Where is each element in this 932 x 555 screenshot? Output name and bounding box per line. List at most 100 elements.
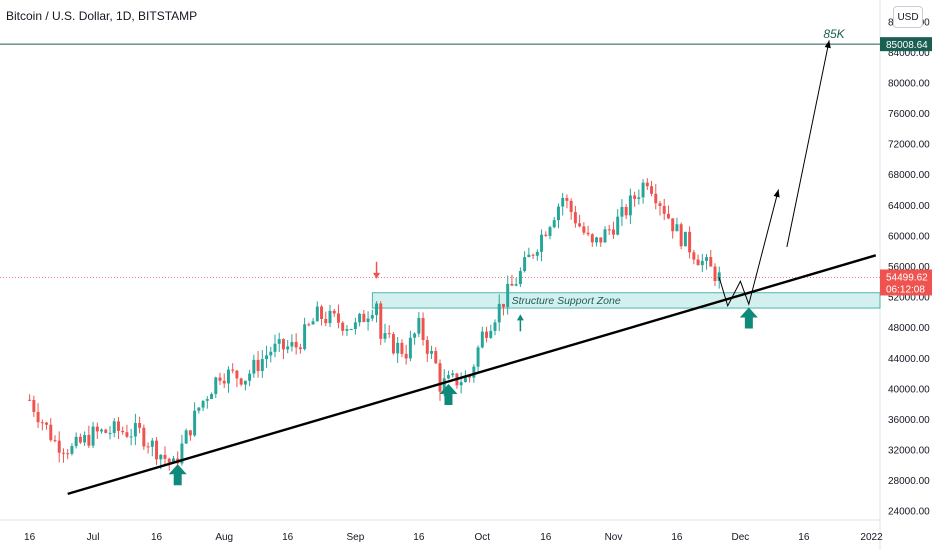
- candle-body: [578, 223, 582, 227]
- candle-body: [654, 193, 658, 204]
- x-tick-label: 16: [151, 532, 163, 543]
- candle-body: [57, 440, 61, 453]
- candle-body: [231, 369, 235, 371]
- candle-body: [142, 427, 146, 447]
- candle-body: [138, 423, 142, 428]
- candle-body: [485, 331, 489, 338]
- candle-body: [66, 453, 70, 455]
- x-tick-label: 16: [413, 532, 425, 543]
- candle-body: [595, 237, 599, 243]
- candle-body: [112, 421, 116, 433]
- candle-body: [463, 375, 467, 383]
- x-tick-label: Aug: [215, 532, 233, 543]
- candle-body: [345, 329, 349, 331]
- target-text: 85K: [823, 27, 845, 41]
- candle-body: [628, 195, 632, 216]
- candle-body: [315, 306, 319, 322]
- candle-body: [370, 315, 374, 319]
- candle-body: [679, 224, 683, 247]
- x-tick-label: Jul: [87, 532, 100, 543]
- candle-body: [611, 229, 615, 235]
- y-tick-label: 64000.00: [888, 201, 930, 212]
- candle-body: [358, 313, 362, 323]
- last-price-bg: [880, 269, 932, 296]
- candle-body: [332, 310, 336, 314]
- small-down-arrowhead: [373, 272, 381, 279]
- candle-body: [413, 333, 417, 338]
- candle-body: [531, 254, 535, 256]
- y-tick-label: 36000.00: [888, 415, 930, 426]
- x-tick-label: Oct: [475, 532, 491, 543]
- candle-body: [235, 370, 239, 379]
- candle-body: [404, 353, 408, 359]
- candle-body: [535, 251, 539, 256]
- candle-body: [78, 436, 82, 443]
- y-tick-label: 84000.00: [888, 48, 930, 59]
- candle-body: [705, 257, 709, 261]
- candle-body: [489, 330, 493, 338]
- candle-body: [658, 203, 662, 207]
- currency-button[interactable]: USD: [893, 6, 923, 28]
- candle-body: [294, 341, 298, 348]
- candle-body: [396, 342, 400, 354]
- x-tick-label: 16: [540, 532, 552, 543]
- candle-body: [49, 424, 53, 441]
- candle-body: [210, 394, 214, 400]
- candle-body: [226, 369, 230, 384]
- candle-body: [451, 373, 455, 376]
- candle-body: [493, 322, 497, 331]
- candle-body: [74, 436, 78, 447]
- candle-body: [201, 400, 205, 408]
- candle-body: [637, 197, 641, 199]
- candle-body: [100, 429, 104, 432]
- candle-body: [324, 318, 328, 324]
- candle-body: [70, 446, 74, 454]
- candle-body: [480, 331, 484, 348]
- candle-body: [260, 359, 264, 372]
- candle-body: [320, 306, 324, 319]
- candle-body: [565, 197, 569, 201]
- candle-body: [590, 234, 594, 243]
- candle-body: [641, 182, 645, 198]
- projection-arrowhead: [773, 189, 780, 198]
- candle-body: [446, 375, 450, 379]
- candle-body: [163, 454, 167, 459]
- candle-body: [349, 329, 353, 331]
- y-tick-label: 60000.00: [888, 231, 930, 242]
- candle-body: [188, 430, 192, 436]
- x-tick-label: Nov: [605, 532, 623, 543]
- candle-body: [434, 351, 438, 364]
- candle-body: [709, 257, 713, 267]
- candle-body: [281, 339, 285, 350]
- candle-body: [569, 200, 573, 213]
- small-up-arrowhead: [516, 314, 524, 321]
- candle-body: [129, 436, 133, 438]
- candle-body: [476, 347, 480, 367]
- candle-body: [518, 271, 522, 285]
- candle-body: [273, 343, 277, 352]
- candle-body: [713, 266, 717, 282]
- y-tick-label: 56000.00: [888, 262, 930, 273]
- candle-body: [675, 224, 679, 232]
- candle-body: [155, 440, 159, 460]
- candle-body: [197, 407, 201, 411]
- candle-body: [387, 333, 391, 335]
- candle-body: [556, 206, 560, 221]
- candle-body: [311, 321, 315, 325]
- candles-group: [28, 178, 721, 471]
- candle-body: [510, 283, 514, 286]
- candle-body: [32, 400, 36, 412]
- candle-body: [430, 351, 434, 354]
- candle-body: [366, 318, 370, 322]
- projection-path: [718, 189, 779, 308]
- y-tick-label: 44000.00: [888, 354, 930, 365]
- candle-body: [603, 229, 607, 243]
- y-tick-label: 76000.00: [888, 109, 930, 120]
- candle-body: [45, 422, 49, 425]
- candle-body: [256, 359, 260, 372]
- candle-body: [87, 434, 91, 446]
- countdown-label: 06:12:08: [886, 284, 925, 295]
- candle-body: [650, 186, 654, 194]
